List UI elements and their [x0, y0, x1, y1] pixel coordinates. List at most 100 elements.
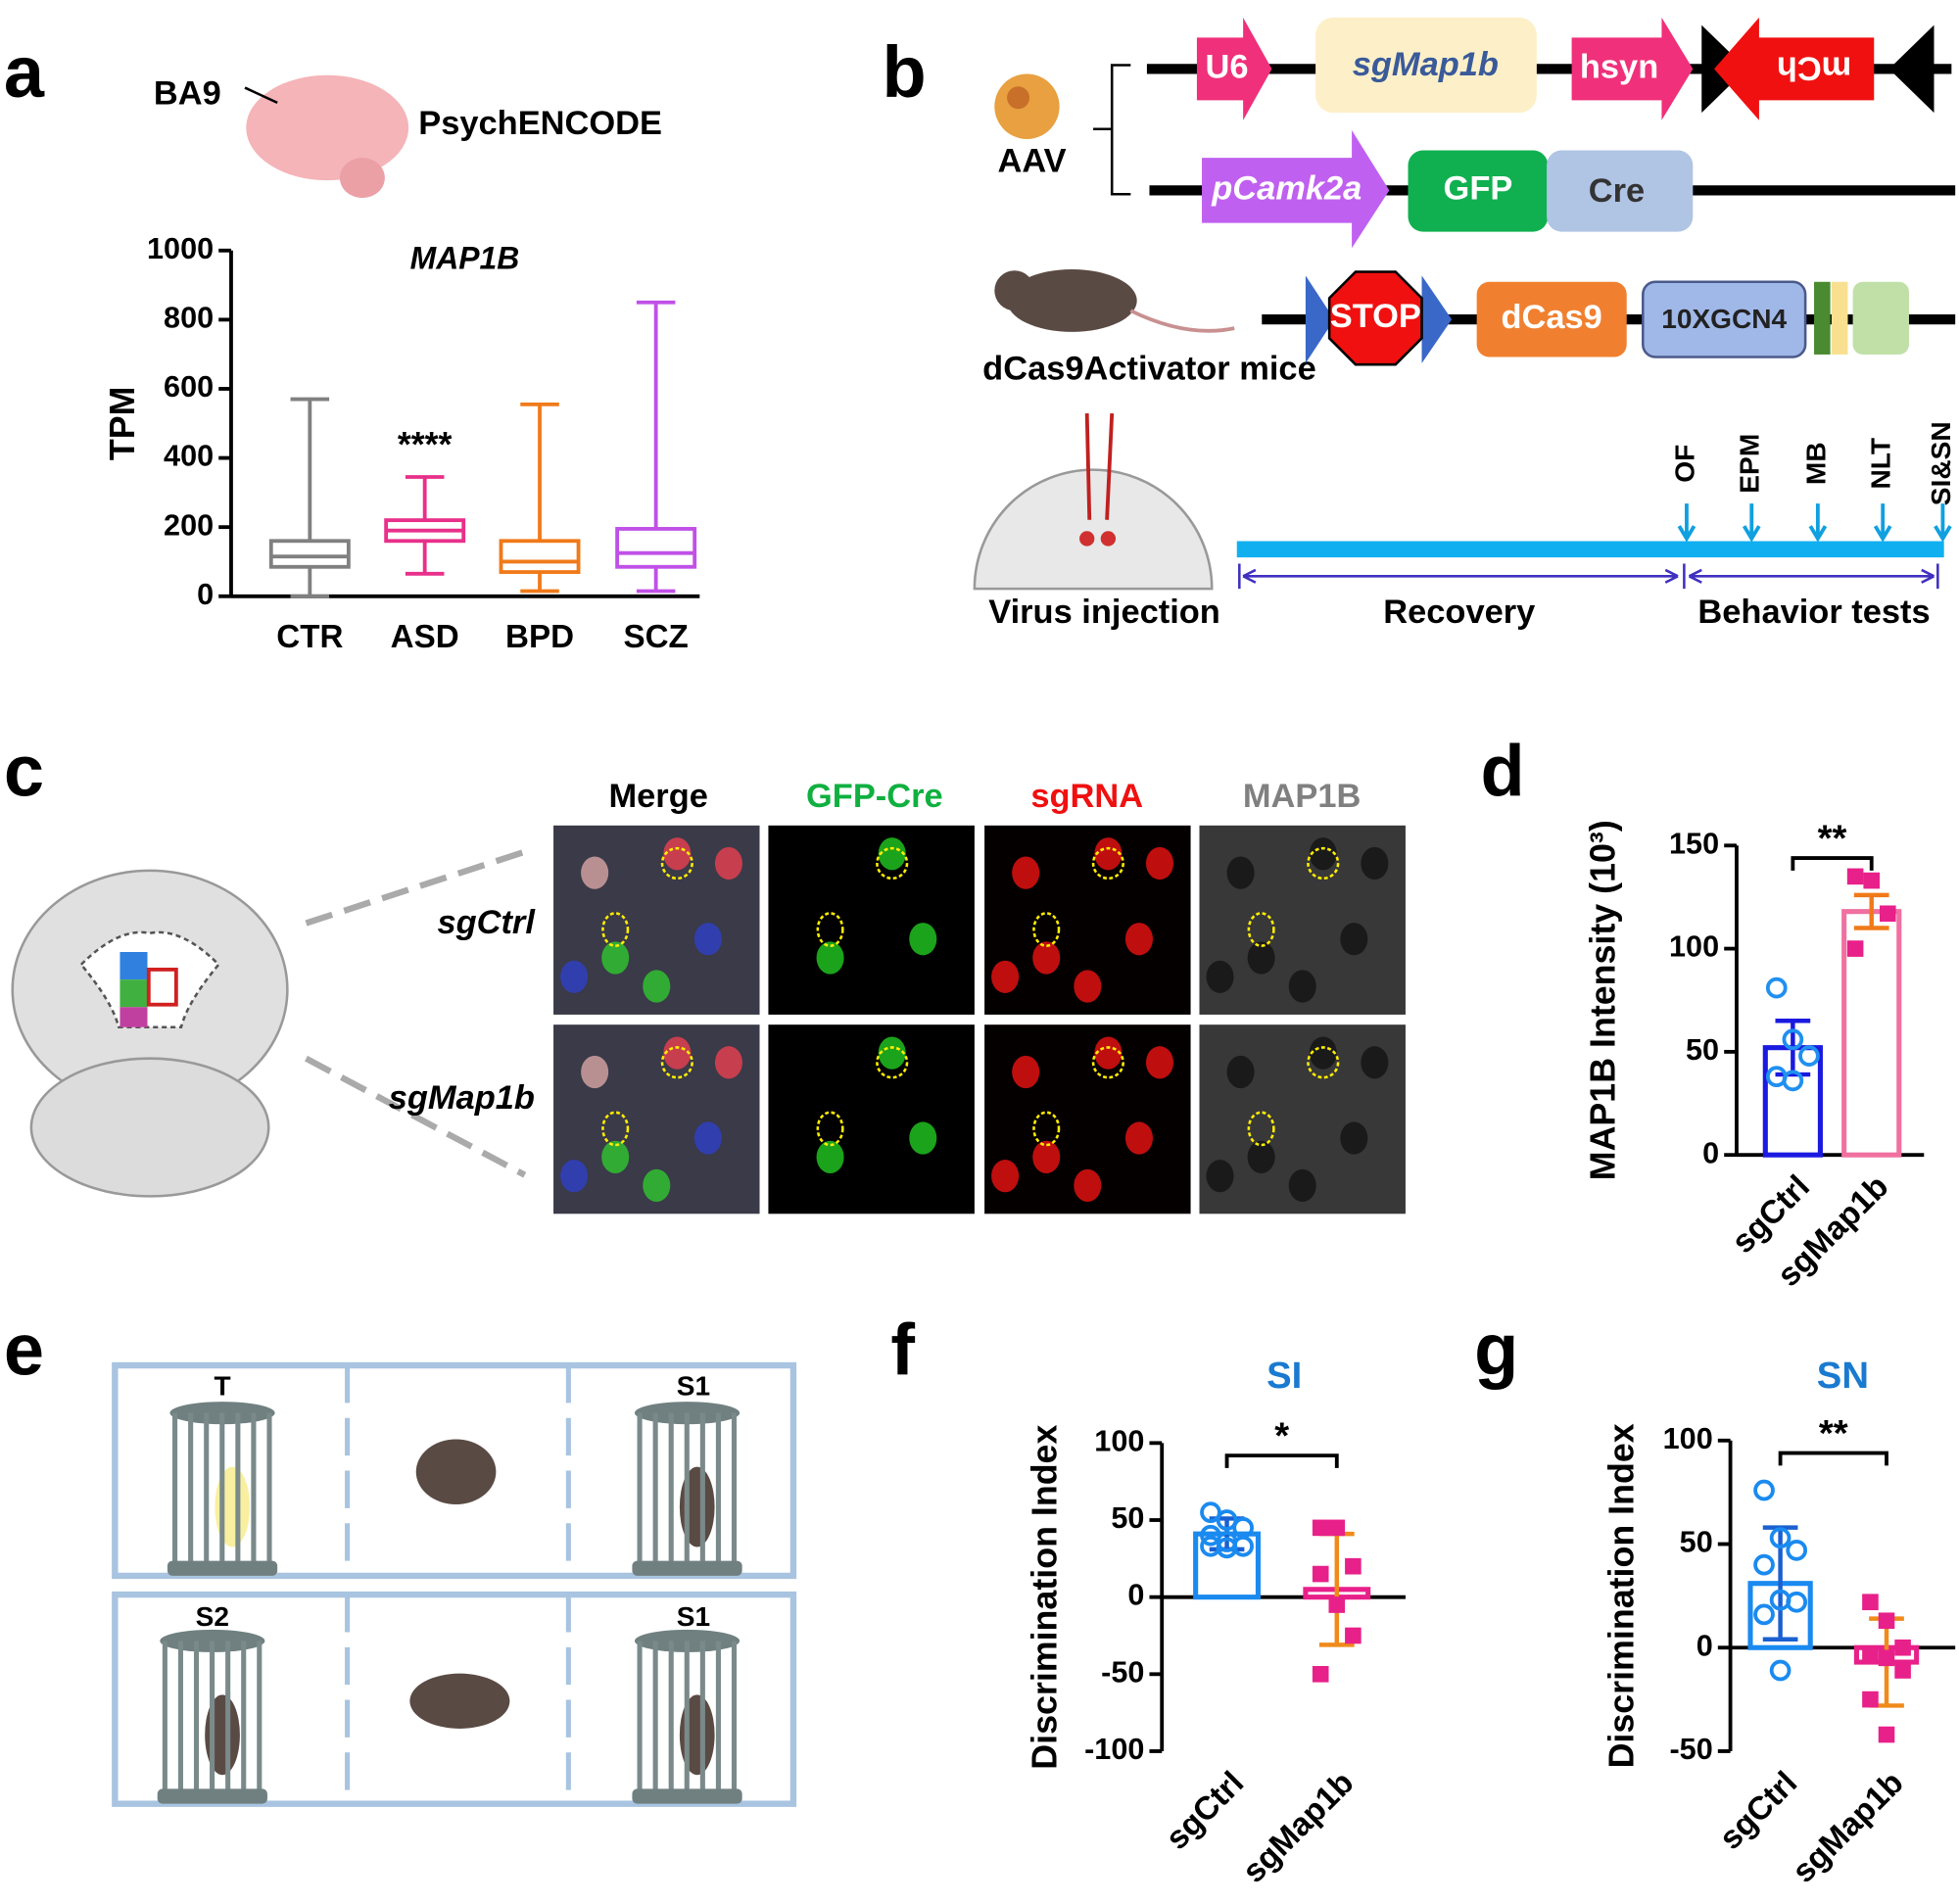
cell — [1094, 837, 1123, 871]
region-label: BA9 — [154, 74, 221, 112]
test-arrow — [1742, 503, 1761, 543]
cell — [1340, 923, 1368, 956]
point — [1862, 1594, 1879, 1611]
point — [1753, 1553, 1775, 1576]
region — [119, 1007, 148, 1027]
cell — [693, 1121, 722, 1155]
cell — [663, 1036, 692, 1070]
mouse — [409, 1673, 510, 1729]
point — [1753, 1479, 1775, 1501]
mouse — [1007, 268, 1137, 332]
arena — [112, 1591, 797, 1807]
panel-label: e — [4, 1309, 44, 1390]
cage-base — [632, 1788, 742, 1804]
outline — [660, 846, 693, 881]
y-tick-label: 100 — [1663, 1422, 1713, 1455]
cell — [816, 941, 844, 975]
element-label: STOP — [1330, 298, 1421, 335]
zoom-line — [305, 1055, 527, 1178]
cage-base — [632, 1560, 742, 1576]
cell — [878, 1036, 906, 1070]
panel-label: f — [890, 1309, 915, 1390]
cell — [909, 923, 937, 956]
significance-bracket — [1778, 1451, 1888, 1466]
point — [1769, 1527, 1792, 1549]
cell — [1226, 856, 1255, 889]
cell — [991, 1160, 1020, 1193]
cages — [157, 1402, 742, 1804]
loxp — [1888, 24, 1935, 114]
y-tick-label: 150 — [1669, 827, 1719, 860]
promoter — [1202, 130, 1390, 249]
cell — [1226, 1055, 1255, 1089]
outline — [816, 1111, 844, 1147]
timeline-label: Virus injection — [988, 594, 1220, 631]
point — [1769, 1659, 1792, 1682]
mouse-tail — [1129, 309, 1235, 333]
region — [119, 979, 148, 1008]
brain-section — [29, 1057, 270, 1198]
element-label: GFP — [1444, 169, 1513, 207]
point — [1312, 1565, 1329, 1583]
promoter — [1571, 17, 1694, 120]
element — [1642, 280, 1807, 358]
cell — [1247, 941, 1275, 975]
cell — [714, 1046, 742, 1079]
point — [1312, 1666, 1329, 1683]
point — [1878, 1649, 1895, 1667]
test-markers: OF EPM MB NLT SI&SN — [1669, 421, 1956, 543]
point — [1846, 868, 1864, 885]
element-label: sgMap1b — [1353, 46, 1499, 83]
box — [499, 539, 581, 574]
promoter — [1196, 17, 1272, 120]
timeline-bar — [1236, 541, 1944, 558]
channel-label: GFP-Cre — [806, 778, 943, 815]
timeline-arrows — [1238, 563, 1939, 590]
point — [1798, 1045, 1820, 1067]
injection-site — [1100, 531, 1117, 547]
box — [268, 539, 351, 569]
chart: 0 200 400 600 800 1000 TPM MAP1B CTR ASD BPD SCZ ***… — [103, 232, 700, 655]
test-arrow — [1934, 503, 1952, 543]
cell — [1124, 1121, 1153, 1155]
row-label: sgCtrl — [437, 904, 536, 941]
point — [1878, 1612, 1895, 1630]
box — [615, 527, 697, 569]
cell — [714, 846, 742, 881]
y-tick-label: 400 — [164, 440, 214, 473]
source-label: PsychENCODE — [418, 105, 662, 142]
stop — [1327, 270, 1423, 366]
cell — [560, 1160, 589, 1193]
cell — [1012, 856, 1040, 889]
cell — [1309, 1036, 1337, 1070]
row-label: sgMap1b — [389, 1079, 535, 1117]
divider — [345, 1365, 571, 1804]
chart-title: SN — [1817, 1355, 1869, 1397]
chart: -100 -50 0 50 100 Discrimination Index SI sgCtr… — [1025, 1355, 1406, 1890]
x-tick-label: sgMap1b — [1236, 1765, 1362, 1890]
arena — [112, 1361, 797, 1580]
y-tick-label: 200 — [164, 508, 214, 542]
y-tick-label: 50 — [1686, 1033, 1719, 1067]
outline — [1032, 1111, 1061, 1147]
element-label: hsyn — [1580, 48, 1658, 85]
x-tick-label: CTR — [276, 619, 343, 655]
outline — [1307, 846, 1340, 881]
injection — [1084, 413, 1092, 520]
cell — [816, 1140, 844, 1173]
element — [1315, 17, 1537, 114]
cell — [601, 941, 630, 975]
element-label: pCamk2a — [1211, 169, 1362, 207]
loxp — [1421, 275, 1453, 363]
element-label: dCas9 — [1502, 299, 1602, 336]
cell — [909, 1121, 937, 1155]
x-tick-label: BPD — [505, 619, 574, 655]
point — [1328, 1596, 1346, 1613]
channel-label: MAP1B — [1243, 778, 1362, 815]
element — [1831, 281, 1848, 355]
outline — [1247, 912, 1275, 947]
timeline-label: Behavior tests — [1697, 594, 1930, 631]
test-arrow — [1808, 503, 1828, 543]
y-tick-label: 800 — [164, 301, 214, 334]
significance-label: ** — [1818, 817, 1847, 859]
